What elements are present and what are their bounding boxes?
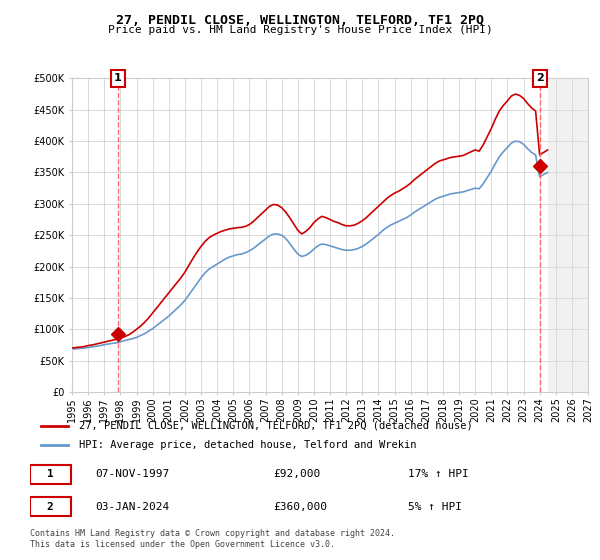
Text: 07-NOV-1997: 07-NOV-1997 <box>95 469 169 479</box>
Polygon shape <box>548 78 588 392</box>
Text: 27, PENDIL CLOSE, WELLINGTON, TELFORD, TF1 2PQ (detached house): 27, PENDIL CLOSE, WELLINGTON, TELFORD, T… <box>79 421 472 431</box>
Text: 17% ↑ HPI: 17% ↑ HPI <box>408 469 469 479</box>
Text: 03-JAN-2024: 03-JAN-2024 <box>95 502 169 512</box>
Text: 1: 1 <box>114 73 122 83</box>
Text: Price paid vs. HM Land Registry's House Price Index (HPI): Price paid vs. HM Land Registry's House … <box>107 25 493 35</box>
FancyBboxPatch shape <box>30 465 71 484</box>
Text: HPI: Average price, detached house, Telford and Wrekin: HPI: Average price, detached house, Telf… <box>79 440 416 450</box>
Text: £360,000: £360,000 <box>273 502 327 512</box>
Text: Contains HM Land Registry data © Crown copyright and database right 2024.
This d: Contains HM Land Registry data © Crown c… <box>30 529 395 549</box>
Text: 1: 1 <box>47 469 53 479</box>
FancyBboxPatch shape <box>30 497 71 516</box>
Text: 27, PENDIL CLOSE, WELLINGTON, TELFORD, TF1 2PQ: 27, PENDIL CLOSE, WELLINGTON, TELFORD, T… <box>116 14 484 27</box>
Text: 5% ↑ HPI: 5% ↑ HPI <box>408 502 462 512</box>
Text: 2: 2 <box>47 502 53 512</box>
Text: £92,000: £92,000 <box>273 469 320 479</box>
Text: 2: 2 <box>536 73 544 83</box>
